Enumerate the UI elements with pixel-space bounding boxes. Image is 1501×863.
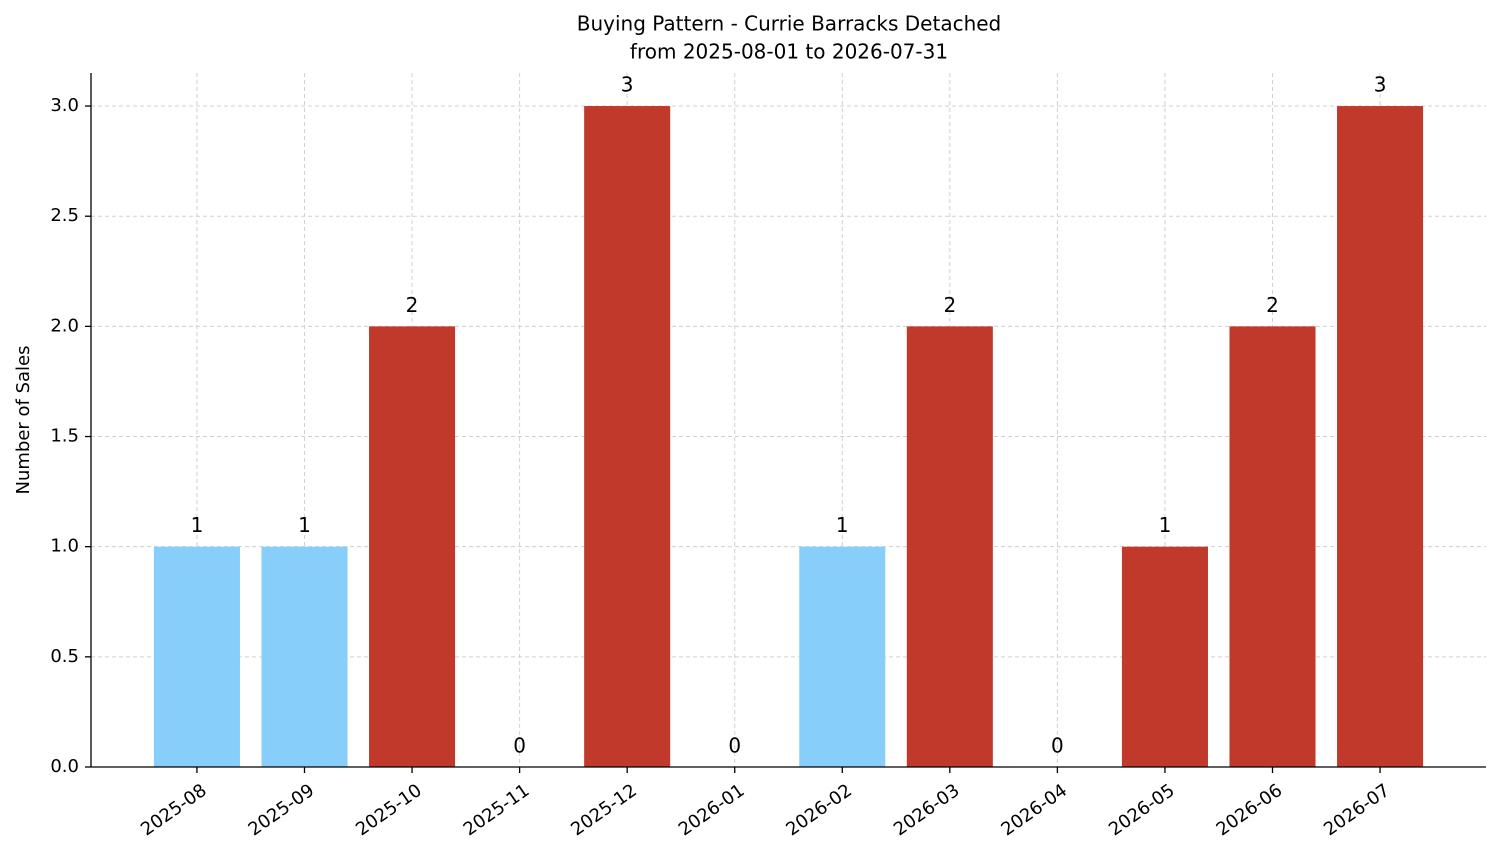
x-tick-label: 2025-09 [245, 780, 319, 840]
bar [153, 546, 240, 767]
bar [261, 546, 348, 767]
x-tick-label: 2026-01 [675, 780, 749, 840]
value-label: 1 [1159, 513, 1172, 537]
x-tick-label: 2026-06 [1213, 780, 1287, 840]
x-tick-label: 2026-05 [1105, 780, 1179, 840]
bar [369, 326, 456, 767]
chart-subtitle: from 2025-08-01 to 2026-07-31 [630, 40, 948, 64]
y-tick-label: 2.5 [50, 205, 79, 226]
bar [906, 326, 993, 767]
value-label: 1 [298, 513, 311, 537]
x-tick-label: 2025-11 [460, 780, 534, 840]
y-tick-label: 0.5 [50, 646, 79, 667]
chart-title: Buying Pattern - Currie Barracks Detache… [577, 12, 1002, 36]
value-label: 2 [943, 293, 956, 317]
y-tick-label: 3.0 [50, 95, 79, 116]
value-label: 2 [406, 293, 419, 317]
value-label: 2 [1266, 293, 1279, 317]
value-label: 0 [728, 734, 741, 758]
x-tick-label: 2026-07 [1320, 780, 1394, 840]
value-label: 0 [513, 734, 526, 758]
y-axis-label: Number of Sales [13, 345, 34, 494]
y-tick-label: 1.5 [50, 426, 79, 447]
value-label: 3 [621, 73, 634, 97]
bar [799, 546, 886, 767]
value-label: 1 [836, 513, 849, 537]
value-label: 1 [191, 513, 204, 537]
bar [1337, 106, 1424, 768]
bar [1229, 326, 1316, 767]
bar [584, 106, 671, 768]
x-tick-label: 2026-04 [997, 780, 1071, 840]
y-tick-label: 1.0 [50, 536, 79, 557]
x-tick-label: 2025-10 [352, 780, 426, 840]
value-label: 3 [1374, 73, 1387, 97]
y-tick-label: 2.0 [50, 315, 79, 336]
x-tick-label: 2025-12 [567, 780, 641, 840]
x-tick-label: 2026-03 [890, 780, 964, 840]
x-tick-label: 2025-08 [137, 780, 211, 840]
y-tick-label: 0.0 [50, 756, 79, 777]
bar [1121, 546, 1208, 767]
value-label: 0 [1051, 734, 1064, 758]
x-tick-label: 2026-02 [782, 780, 856, 840]
